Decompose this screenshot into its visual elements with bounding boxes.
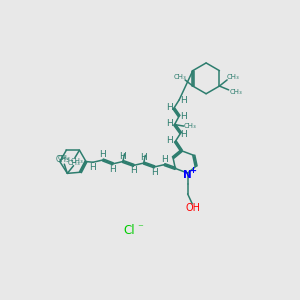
Text: H: H <box>120 152 126 160</box>
Text: H: H <box>110 165 116 174</box>
Text: Cl: Cl <box>123 224 135 236</box>
Text: CH₃: CH₃ <box>184 123 196 129</box>
Text: CH₃: CH₃ <box>227 74 240 80</box>
Text: OH: OH <box>185 203 200 214</box>
Text: H: H <box>161 155 168 164</box>
Text: H: H <box>167 136 173 145</box>
Text: H: H <box>180 96 186 105</box>
Text: CH₃: CH₃ <box>58 155 71 161</box>
Text: CH₃: CH₃ <box>173 74 186 80</box>
Text: H: H <box>89 163 96 172</box>
Text: H: H <box>166 119 172 128</box>
Text: H: H <box>180 130 187 139</box>
Text: H: H <box>166 103 172 112</box>
Text: H: H <box>180 112 186 122</box>
Text: CH₃: CH₃ <box>56 155 70 164</box>
Text: N: N <box>183 169 192 180</box>
Text: H: H <box>140 153 147 162</box>
Text: H: H <box>130 166 137 175</box>
Text: CH₃: CH₃ <box>68 160 80 166</box>
Text: H: H <box>151 168 158 177</box>
Text: CH₃: CH₃ <box>70 158 83 164</box>
Text: CH₃: CH₃ <box>229 89 242 95</box>
Text: +: + <box>190 166 196 175</box>
Text: H: H <box>100 150 106 159</box>
Text: ⁻: ⁻ <box>137 224 143 233</box>
